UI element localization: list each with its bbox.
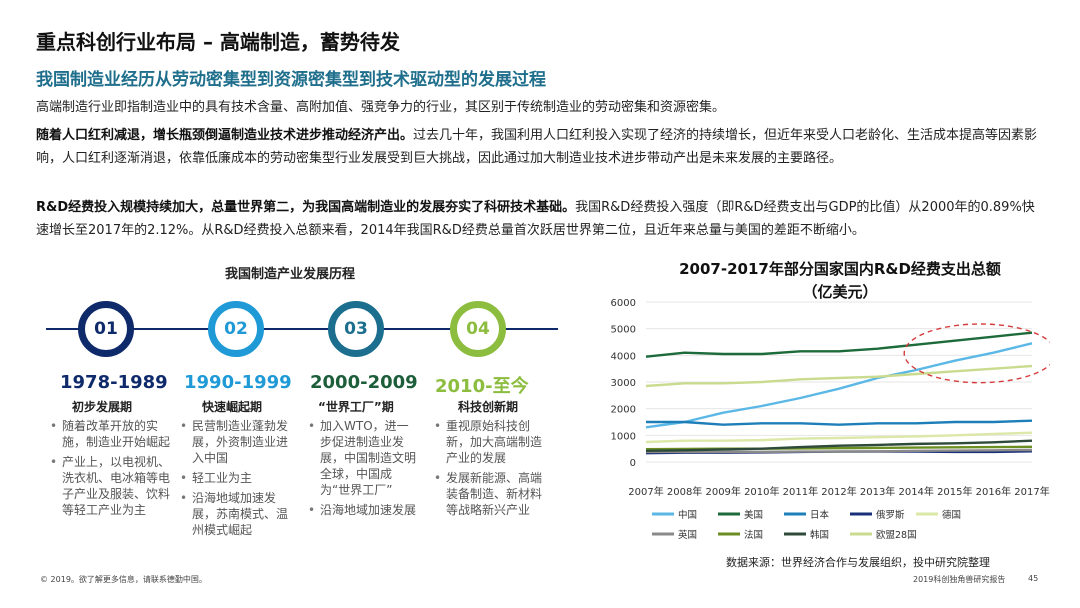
x-tick-label: 2009年: [705, 485, 740, 498]
stage-1-number: 01: [94, 319, 118, 339]
stage-4-bullet: 发展新能源、高端装备制造、新材料等战略新兴产业: [432, 470, 550, 518]
stage-1-bullets: 随着改革开放的实施，制造业开始崛起 产业上，以电视机、洗衣机、电冰箱等电子产业及…: [48, 418, 170, 522]
stage-3-number: 03: [344, 319, 368, 339]
stage-3-phase: “世界工厂”期: [318, 400, 394, 414]
y-tick-label: 0: [630, 458, 636, 469]
series-line-英国: [646, 448, 1033, 454]
stage-4-period: 2010-至今: [435, 376, 529, 397]
highlight-ellipse: [903, 323, 1050, 384]
series-line-中国: [645, 342, 1033, 429]
chart-title: 2007-2017年部分国家国内R&D经费支出总额 （亿美元）: [640, 258, 1040, 304]
stage-4-phase: 科技创新期: [458, 400, 519, 414]
stage-4-bullet: 重视原始科技创新，加大高端制造产业的发展: [432, 418, 550, 466]
stage-4-circle: 04: [450, 301, 506, 357]
series-line-欧盟28国: [645, 364, 1033, 388]
x-tick-label: 2012年: [821, 485, 856, 498]
y-tick-label: 6000: [611, 298, 636, 309]
x-tick-label: 2016年: [976, 485, 1011, 498]
page-number: 45: [1028, 574, 1039, 583]
legend-label: 韩国: [810, 529, 829, 541]
stage-2-bullet: 轻工业为主: [178, 470, 296, 486]
stage-4-bullets: 重视原始科技创新，加大高端制造产业的发展 发展新能源、高端装备制造、新材料等战略…: [432, 418, 550, 522]
x-tick-label: 2017年: [1014, 485, 1049, 498]
legend-label: 中国: [678, 509, 697, 521]
legend-label: 美国: [744, 509, 763, 521]
stage-1-period: 1978-1989: [60, 372, 168, 393]
paragraph-demographic-lead: 随着人口红利减退，增长瓶颈倒逼制造业技术进步推动经济产出。: [36, 128, 414, 143]
chart-title-unit: （亿美元）: [802, 283, 878, 301]
legend-label: 法国: [744, 529, 763, 541]
paragraph-rd: R&D经费投入规模持续加大，总量世界第二，为我国高端制造业的发展夯实了科研技术基…: [36, 196, 1046, 242]
series-line-韩国: [645, 439, 1033, 452]
legend-label: 俄罗斯: [876, 509, 905, 521]
y-tick-label: 4000: [611, 351, 636, 362]
legend-label: 德国: [942, 509, 961, 521]
x-tick-label: 2010年: [744, 485, 779, 498]
series-line-德国: [645, 431, 1033, 444]
x-tick-label: 2008年: [667, 485, 702, 498]
paragraph-rd-body: 我国R&D经费投入强度（即R&D经费支出与GDP的比值）从2000年的0.89%…: [36, 200, 1035, 238]
y-tick-label: 1000: [611, 431, 636, 442]
stage-2-circle: 02: [208, 301, 264, 357]
chart-title-text: 2007-2017年部分国家国内R&D经费支出总额: [679, 260, 1001, 278]
stage-2-bullet: 沿海地域加速发展，苏南模式、温州模式崛起: [178, 490, 296, 538]
y-tick-label: 2000: [611, 405, 636, 416]
x-tick-label: 2011年: [783, 485, 818, 498]
x-tick-label: 2014年: [898, 485, 933, 498]
timeline-title: 我国制造产业发展历程: [225, 267, 356, 282]
footer-copyright: © 2019。欲了解更多信息，请联系德勤中国。: [40, 575, 207, 584]
stage-2-bullet: 民营制造业蓬勃发展，外资制造业进入中国: [178, 418, 296, 466]
x-tick-label: 2015年: [937, 485, 972, 498]
y-tick-label: 5000: [611, 325, 636, 336]
data-source: 数据来源：世界经济合作与发展组织，投中研究院整理: [726, 556, 990, 569]
paragraph-demographic-body: 过去几十年，我国利用人口红利投入实现了经济的持续增长，但近年来受人口老龄化、生活…: [36, 128, 1038, 166]
paragraph-rd-lead: R&D经费投入规模持续加大，总量世界第二，为我国高端制造业的发展夯实了科研技术基…: [36, 200, 576, 215]
stage-4-number: 04: [466, 319, 490, 339]
stage-2-period: 1990-1999: [184, 372, 292, 393]
stage-2-phase: 快速崛起期: [202, 400, 263, 414]
page-title: 重点科创行业布局 – 高端制造，蓄势待发: [36, 30, 400, 54]
x-tick-label: 2007年: [628, 485, 663, 498]
paragraph-demographic: 随着人口红利减退，增长瓶颈倒逼制造业技术进步推动经济产出。过去几十年，我国利用人…: [36, 124, 1046, 170]
stage-3-bullet: 加入WTO，进一步促进制造业发展，中国制造文明全球，中国成为“世界工厂”: [306, 418, 418, 498]
stage-1-phase: 初步发展期: [72, 400, 133, 414]
series-line-美国: [645, 331, 1033, 358]
stage-1-bullet: 产业上，以电视机、洗衣机、电冰箱等电子产业及服装、饮料等轻工产业为主: [48, 454, 170, 518]
stage-2-number: 02: [224, 319, 248, 339]
x-tick-label: 2013年: [860, 485, 895, 498]
timeline-line: [46, 328, 558, 330]
legend-label: 日本: [810, 509, 830, 521]
stage-3-bullet: 沿海地域加速发展: [306, 502, 418, 518]
y-tick-label: 3000: [611, 378, 636, 389]
stage-1-circle: 01: [78, 301, 134, 357]
stage-3-period: 2000-2009: [310, 372, 418, 393]
paragraph-definition: 高端制造行业即指制造业中的具有技术含量、高附加值、强竞争力的行业，其区别于传统制…: [36, 100, 726, 115]
page-subtitle: 我国制造业经历从劳动密集型到资源密集型到技术驱动型的发展过程: [36, 70, 546, 90]
footer-report-name: 2019科创独角兽研究报告: [913, 575, 1006, 584]
stage-2-bullets: 民营制造业蓬勃发展，外资制造业进入中国 轻工业为主 沿海地域加速发展，苏南模式、…: [178, 418, 296, 542]
stage-3-bullets: 加入WTO，进一步促进制造业发展，中国制造文明全球，中国成为“世界工厂” 沿海地…: [306, 418, 418, 522]
rd-line-chart: 0 1000 2000 3000 4000 5000 6000 2007年 2008年 2009年…: [611, 298, 1050, 541]
legend-label: 欧盟28国: [876, 529, 917, 541]
series-line-日本: [646, 419, 1033, 426]
stage-3-circle: 03: [328, 301, 384, 357]
legend-label: 英国: [678, 529, 697, 541]
stage-1-bullet: 随着改革开放的实施，制造业开始崛起: [48, 418, 170, 450]
